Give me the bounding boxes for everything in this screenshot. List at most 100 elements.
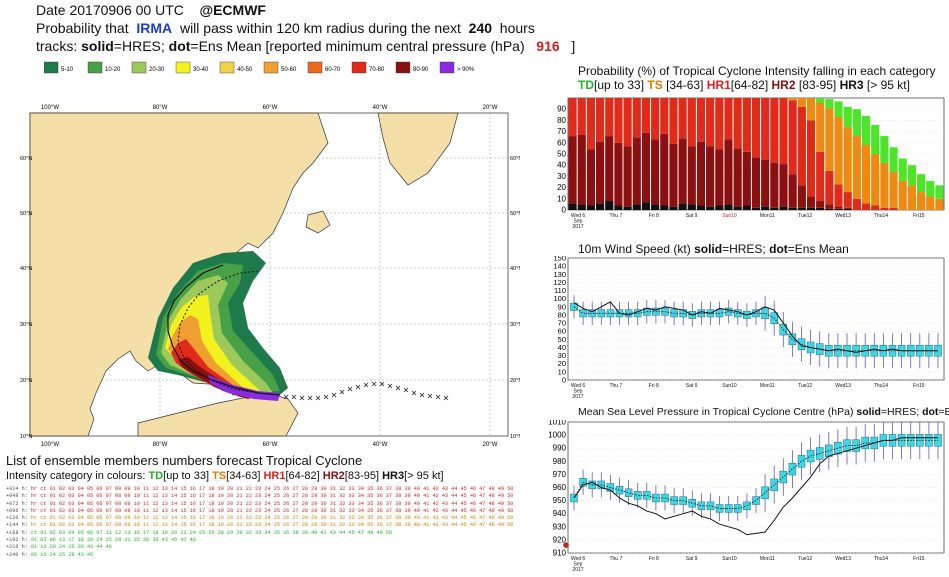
ensemble-row-label: +144 h: <box>6 522 31 529</box>
box <box>706 501 715 511</box>
box <box>715 504 724 513</box>
box <box>697 501 706 511</box>
bar-hr1 <box>742 98 751 152</box>
legend-swatch <box>87 61 103 74</box>
box <box>633 491 642 500</box>
track-cross <box>291 394 297 400</box>
bar-hr1 <box>761 98 770 160</box>
y-tick-label: 0 <box>562 376 566 385</box>
reported-pressure: 916 <box>536 38 560 54</box>
box <box>761 486 769 499</box>
bar-hr2 <box>568 136 577 204</box>
ensemble-row: +144 h: hr ct 01 02 03 04 05 06 07 08 09… <box>6 522 513 529</box>
x-tick-label: Wed 6 <box>571 383 586 389</box>
bar-hr1 <box>770 98 779 163</box>
bar-hr1 <box>843 192 852 208</box>
prob-legend-hr3-range: [> 95 kt] <box>866 78 910 92</box>
x-tick-label: Thu 7 <box>609 556 622 562</box>
mslp-title-solid: solid <box>856 406 881 418</box>
bar-ts <box>816 102 825 152</box>
bar-ts <box>935 198 944 210</box>
legend-label: 80-90 <box>413 67 429 73</box>
y-tick-label: 20 <box>557 183 566 192</box>
ensemble-row-members: hr ct 01 02 03 04 05 06 07 08 09 10 11 1… <box>30 515 514 522</box>
y-tick-label: 960 <box>553 483 567 492</box>
legend-swatch <box>44 61 59 74</box>
ensemble-row-members: hr ct 01 02 03 04 05 06 07 08 09 10 11 1… <box>30 507 514 514</box>
x-tick-label: Sun10 <box>722 383 737 389</box>
bar-hr3 <box>779 206 788 210</box>
bar-hr3 <box>568 203 577 210</box>
bar-hr1 <box>696 98 706 142</box>
track-cross <box>411 390 417 396</box>
box <box>624 488 633 497</box>
bar-hr1 <box>596 98 605 142</box>
bar-hr2 <box>724 139 733 205</box>
ensemble-row: +192 h: 01 03 06 13 17 18 20 24 25 28 31… <box>6 537 513 544</box>
bar-hr2 <box>761 159 770 207</box>
hres-track <box>167 264 281 396</box>
x-tick-label: Fri 8 <box>649 556 659 562</box>
bar-hr2 <box>605 136 614 202</box>
bar-hr2 <box>596 141 605 204</box>
y-tick-label: 910 <box>553 549 567 558</box>
bar-hr2 <box>834 206 843 209</box>
bar-td <box>926 180 935 197</box>
x-tick-label: 2017 <box>572 394 583 400</box>
y-tick-label: 30 <box>557 172 566 181</box>
x-tick-label: Mon11 <box>760 556 775 562</box>
wind-title-a: 10m Wind Speed (kt) <box>578 242 691 256</box>
mslp-title-b: =HRES; <box>880 406 920 418</box>
bar-ts <box>788 98 797 101</box>
bar-hr2 <box>825 204 834 209</box>
bar-hr3 <box>623 206 632 210</box>
x-tick-label: Wed13 <box>835 213 851 219</box>
x-tick-label: Thu 7 <box>609 213 622 219</box>
ensemble-row-members: hr ct 01 02 03 04 05 06 07 08 09 10 11 1… <box>30 500 514 507</box>
ensemble-row: +096 h: hr ct 01 02 03 04 05 06 07 08 09… <box>6 508 513 515</box>
box <box>579 309 587 318</box>
bar-hr2 <box>623 146 632 207</box>
track-cross <box>387 383 393 389</box>
y-tick-label: 970 <box>553 470 567 479</box>
ens-hr1: HR1 <box>263 470 286 482</box>
track-cross <box>363 382 369 388</box>
y-tick-label: 40 <box>558 343 566 352</box>
x-tick-label: Wed13 <box>835 383 851 389</box>
y-tick-label: 0 <box>562 206 567 215</box>
bar-hr2 <box>651 139 660 205</box>
lon-label: 20°W <box>483 105 498 111</box>
bar-hr3 <box>669 206 678 210</box>
box <box>597 309 606 318</box>
tracks-solid: solid <box>81 38 114 54</box>
ensemble-row-members: 01 03 06 13 17 18 20 24 25 28 31 35 36 3… <box>30 537 196 544</box>
lon-label: 40°W <box>373 105 388 111</box>
ensemble-row-label: +168 h: <box>6 529 31 536</box>
x-tick-label: Fri15 <box>913 556 925 562</box>
probability-legend: 5-10 10-20 20-30 30-40 40-50 50-60 60-70 70-80 8… <box>44 61 475 74</box>
bar-hr2 <box>788 174 797 208</box>
track-cross <box>403 387 409 393</box>
track-cross <box>299 395 305 401</box>
lon-label: 80°W <box>153 105 168 111</box>
probability-swath <box>148 251 288 401</box>
bar-hr1 <box>577 98 586 135</box>
bar-td <box>880 136 889 163</box>
prob-legend-hr2: HR2 <box>771 78 796 92</box>
bar-hr1 <box>797 106 806 186</box>
y-tick-label: 80 <box>558 310 566 319</box>
lat-label: 50°N <box>510 211 520 217</box>
prob-legend-ts-range: [34-63] <box>666 78 704 92</box>
bar-hr2 <box>614 142 623 206</box>
hres-line <box>573 437 938 536</box>
forecast-hours: 240 <box>468 20 493 36</box>
bar-hr2 <box>641 132 651 203</box>
box <box>797 455 806 468</box>
bar-td <box>834 101 843 118</box>
track-cross <box>315 395 321 401</box>
legend-label: 70-80 <box>369 67 385 73</box>
bar-td <box>871 124 880 154</box>
legend-label: 10-20 <box>105 67 121 73</box>
bar-ts <box>834 117 843 185</box>
